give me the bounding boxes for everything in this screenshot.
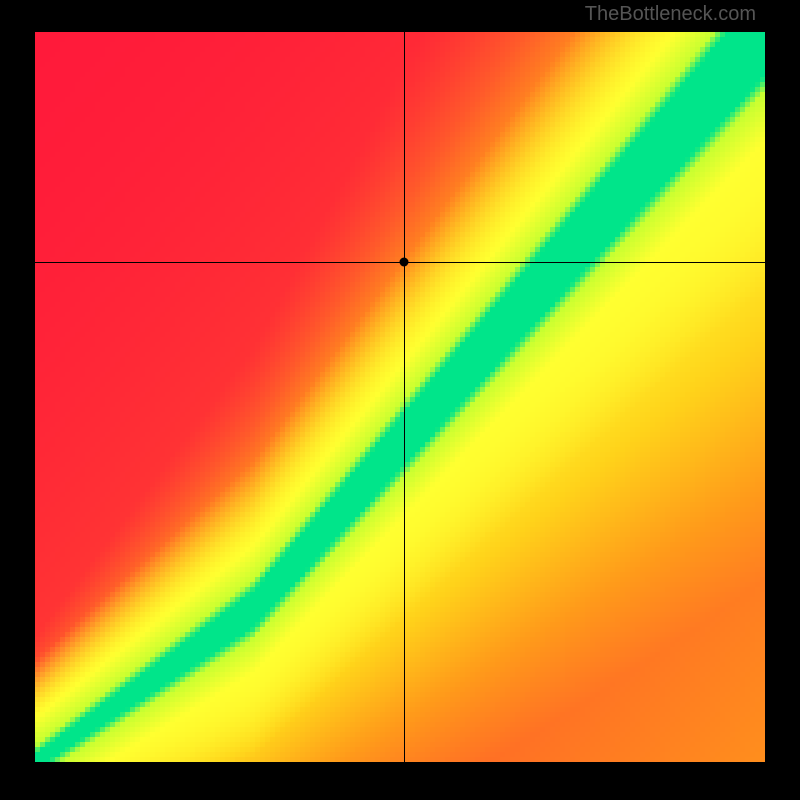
marker-dot: [399, 257, 408, 266]
attribution-label: TheBottleneck.com: [585, 3, 756, 26]
plot-container: TheBottleneck.com: [0, 0, 800, 800]
crosshair-vertical: [404, 32, 405, 762]
plot-area: [35, 32, 765, 762]
bottleneck-heatmap: [35, 32, 765, 762]
